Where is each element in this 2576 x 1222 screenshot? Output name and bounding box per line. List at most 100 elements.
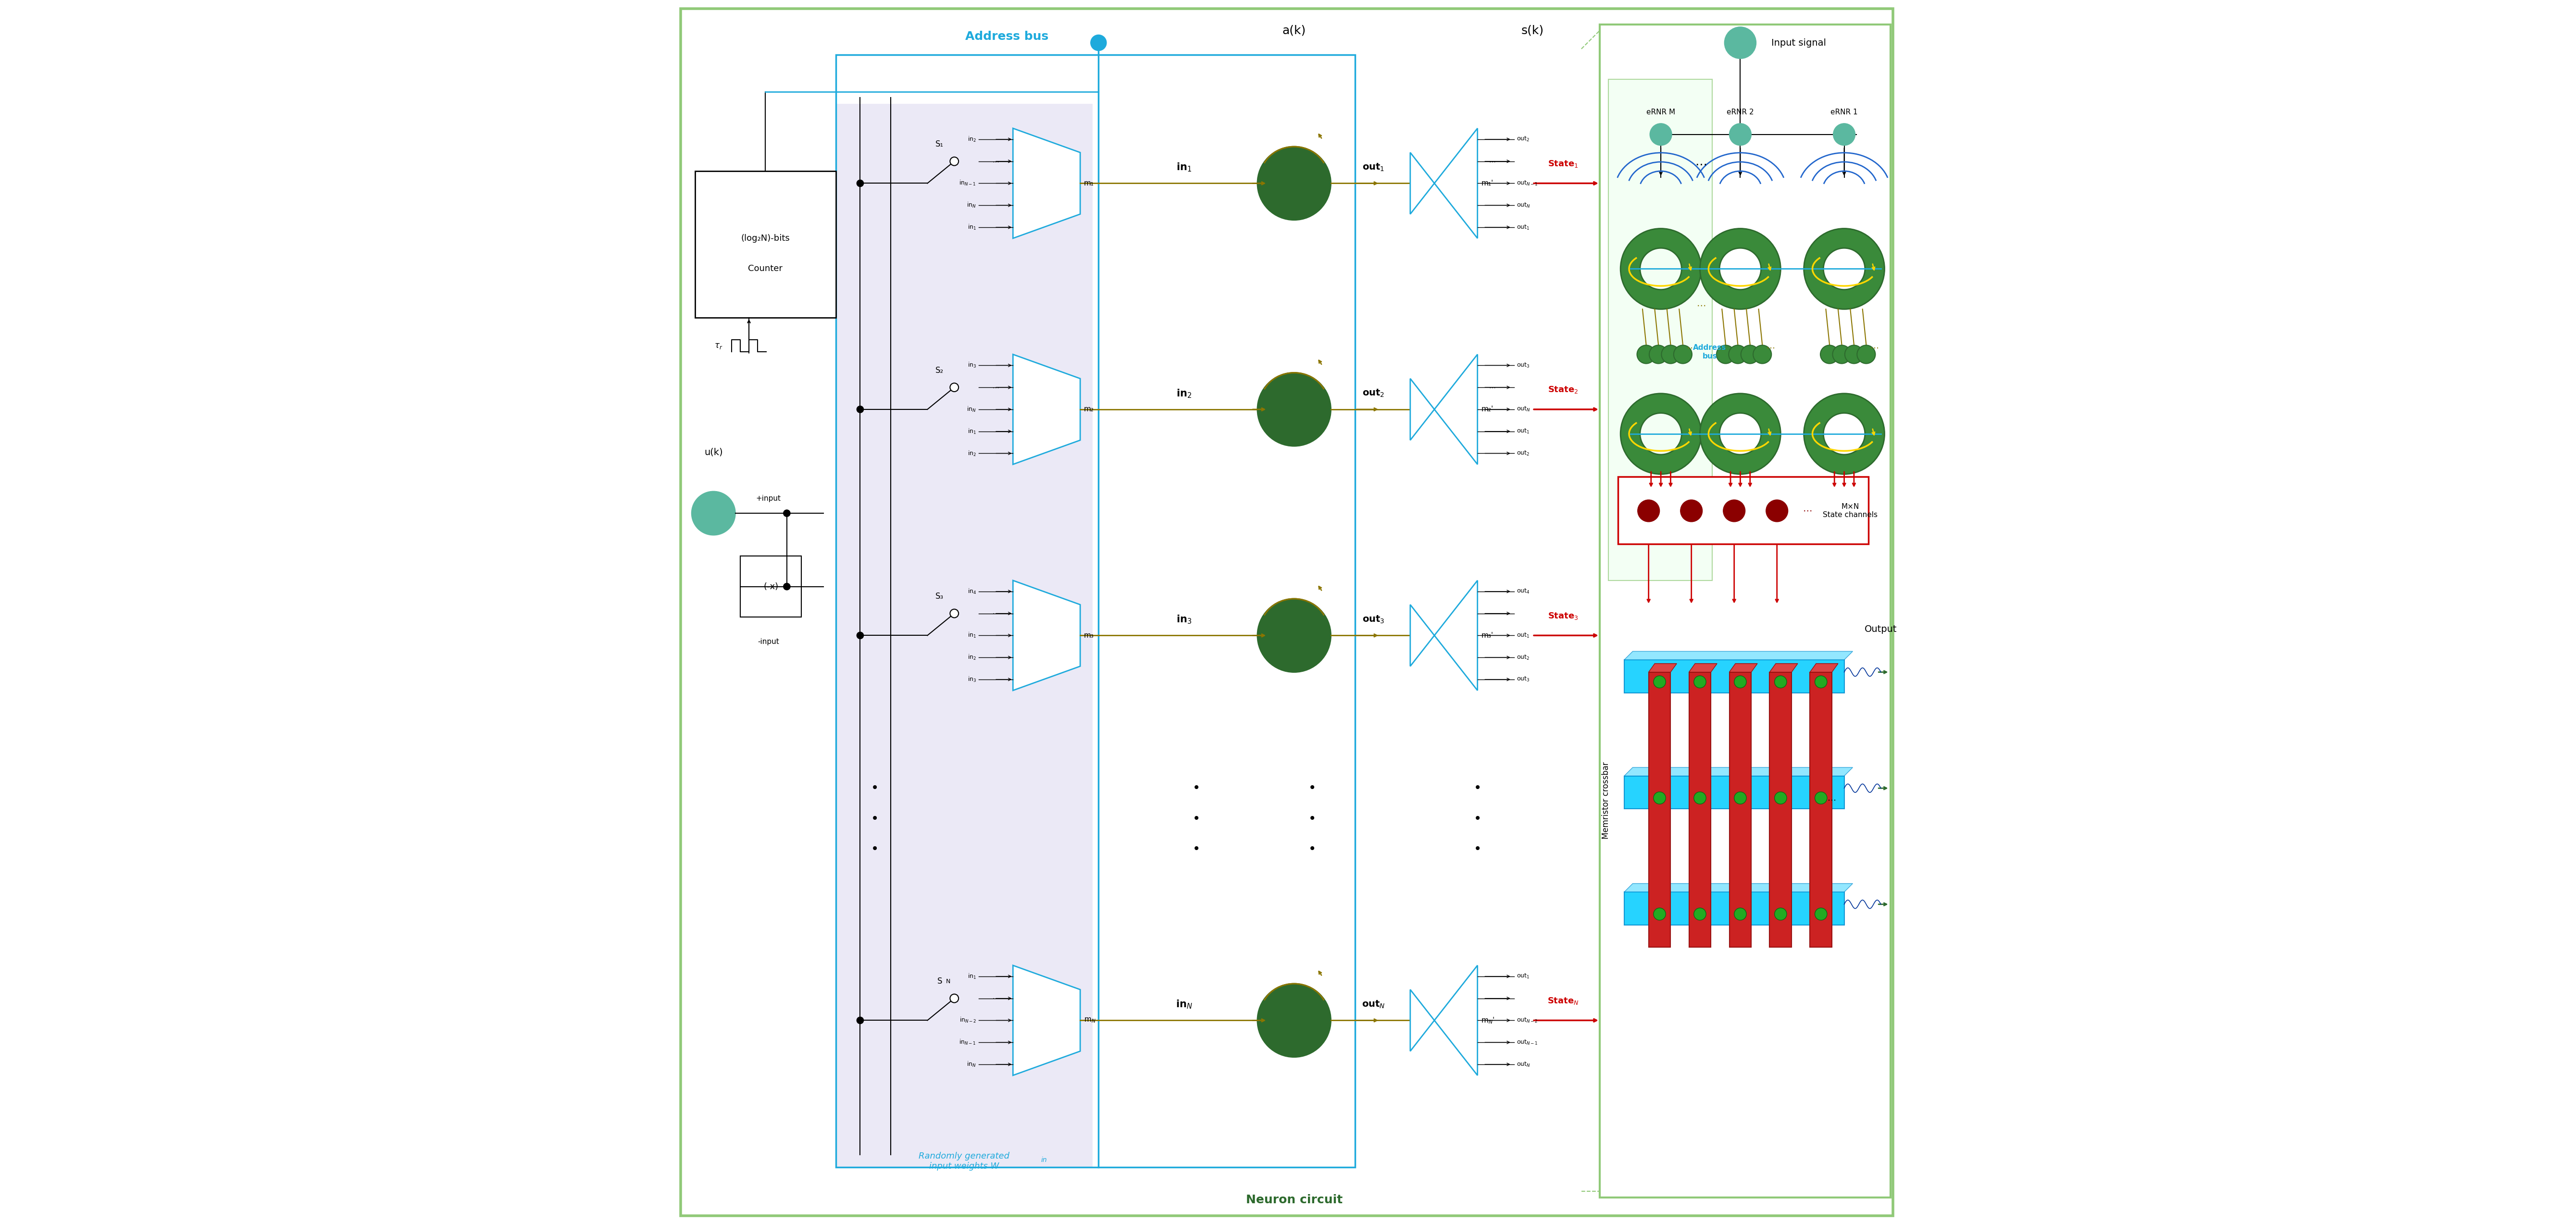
Text: in$_1$: in$_1$ <box>969 428 976 435</box>
Text: out$_1$: out$_1$ <box>1517 632 1530 639</box>
Circle shape <box>1654 676 1667 688</box>
Text: State$_1$: State$_1$ <box>1548 159 1579 169</box>
Polygon shape <box>1012 965 1079 1075</box>
Text: State$_3$: State$_3$ <box>1548 611 1579 621</box>
Polygon shape <box>1811 664 1839 672</box>
Text: M×N
State channels: M×N State channels <box>1824 503 1878 518</box>
Polygon shape <box>1409 354 1479 464</box>
Bar <box>1811 672 1832 947</box>
Text: in$_3$: in$_3$ <box>969 362 976 369</box>
Text: m₂: m₂ <box>1084 406 1095 413</box>
Text: ⋯: ⋯ <box>992 158 999 165</box>
Text: a(k): a(k) <box>1283 24 1306 37</box>
Text: out$_2$: out$_2$ <box>1363 389 1386 398</box>
Text: ⋯: ⋯ <box>992 995 999 1002</box>
Circle shape <box>1716 346 1734 364</box>
Text: eRNR M: eRNR M <box>1646 109 1674 116</box>
Text: in$_1$: in$_1$ <box>969 632 976 639</box>
Text: Address
bus: Address bus <box>1692 345 1726 359</box>
Circle shape <box>1816 676 1826 688</box>
Circle shape <box>951 610 958 618</box>
Circle shape <box>951 995 958 1002</box>
Text: ⋯: ⋯ <box>1698 301 1705 310</box>
Bar <box>1618 477 1868 544</box>
Circle shape <box>1695 676 1705 688</box>
Text: Memristor crossbar: Memristor crossbar <box>1602 761 1610 840</box>
Circle shape <box>1723 27 1757 59</box>
Circle shape <box>1638 500 1659 522</box>
Text: m$_N$': m$_N$' <box>1481 1015 1494 1025</box>
Text: -input: -input <box>757 638 781 645</box>
Circle shape <box>858 406 863 413</box>
Polygon shape <box>1409 128 1479 238</box>
Circle shape <box>690 491 737 535</box>
Circle shape <box>1736 132 1744 138</box>
Polygon shape <box>1623 767 1852 776</box>
Wedge shape <box>1620 229 1700 309</box>
Circle shape <box>1649 123 1672 145</box>
Text: ⋯: ⋯ <box>1489 384 1497 391</box>
Bar <box>696 171 835 318</box>
Text: ⋯: ⋯ <box>992 384 999 391</box>
Text: eRNR 1: eRNR 1 <box>1832 109 1857 116</box>
Text: ⋯: ⋯ <box>1870 343 1878 353</box>
Text: •: • <box>1473 781 1481 796</box>
Text: in$_N$: in$_N$ <box>966 1061 976 1068</box>
Text: in$_N$: in$_N$ <box>1175 998 1193 1011</box>
Text: out$_1$: out$_1$ <box>1517 224 1530 231</box>
Wedge shape <box>1700 393 1780 474</box>
Bar <box>1728 672 1752 947</box>
Circle shape <box>1636 346 1656 364</box>
Bar <box>1649 672 1672 947</box>
Text: out$_N$: out$_N$ <box>1517 1061 1530 1068</box>
Circle shape <box>1821 346 1839 364</box>
Text: out$_N$: out$_N$ <box>1517 202 1530 209</box>
Text: (log₂N)-bits: (log₂N)-bits <box>742 233 791 243</box>
Text: in$_2$: in$_2$ <box>969 654 976 661</box>
Circle shape <box>858 180 863 187</box>
Text: out$_3$: out$_3$ <box>1517 362 1530 369</box>
Text: •: • <box>1193 811 1200 826</box>
Text: +input: +input <box>755 495 781 502</box>
Text: N: N <box>945 978 951 985</box>
Circle shape <box>1257 599 1332 672</box>
Text: ⋯: ⋯ <box>1687 343 1695 353</box>
Text: eRNR 2: eRNR 2 <box>1726 109 1754 116</box>
Bar <box>835 104 1092 1167</box>
Text: m₁': m₁' <box>1481 180 1494 187</box>
Text: Neuron circuit: Neuron circuit <box>1247 1194 1342 1206</box>
Wedge shape <box>1620 393 1700 474</box>
Circle shape <box>783 510 791 517</box>
Text: •: • <box>1309 842 1316 857</box>
Text: out$_N$: out$_N$ <box>1363 1000 1386 1009</box>
Text: out$_{N-1}$: out$_{N-1}$ <box>1517 180 1538 187</box>
Text: in$_1$: in$_1$ <box>1177 161 1193 174</box>
Text: •: • <box>871 842 878 857</box>
Text: m$_N$: m$_N$ <box>1084 1017 1095 1024</box>
Text: in$_3$: in$_3$ <box>1177 613 1193 626</box>
Circle shape <box>1775 676 1788 688</box>
Text: •: • <box>1193 781 1200 796</box>
Wedge shape <box>1803 229 1886 309</box>
Text: ⋯: ⋯ <box>1767 343 1775 353</box>
Text: out$_1$: out$_1$ <box>1517 428 1530 435</box>
Text: u(k): u(k) <box>703 447 724 457</box>
Circle shape <box>1775 908 1788 920</box>
Polygon shape <box>1623 884 1852 892</box>
Circle shape <box>1090 35 1108 51</box>
Text: •: • <box>871 781 878 796</box>
Polygon shape <box>1623 776 1844 809</box>
Text: ⋯: ⋯ <box>1803 506 1811 516</box>
Circle shape <box>1775 792 1788 804</box>
Text: out$_N$: out$_N$ <box>1517 406 1530 413</box>
Polygon shape <box>1409 580 1479 690</box>
Text: Counter: Counter <box>747 264 783 274</box>
Polygon shape <box>1649 664 1677 672</box>
Text: m₃: m₃ <box>1084 632 1095 639</box>
Text: out$_2$: out$_2$ <box>1517 136 1530 143</box>
Circle shape <box>951 156 958 166</box>
Bar <box>739 556 801 617</box>
Text: •: • <box>871 811 878 826</box>
Text: in$_1$: in$_1$ <box>969 973 976 980</box>
Circle shape <box>1257 373 1332 446</box>
